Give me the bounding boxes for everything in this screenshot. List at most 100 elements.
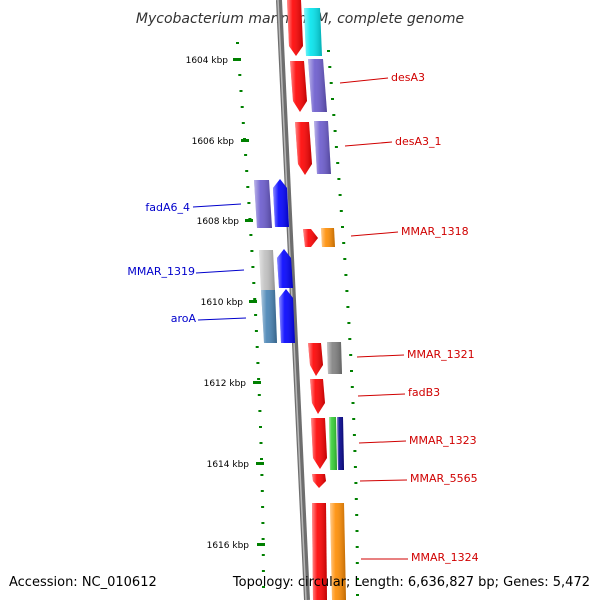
outer-ruler <box>327 50 359 596</box>
accession-text: Accession: NC_010612 <box>9 575 157 590</box>
gene-MMAR_1318-red[interactable] <box>303 229 318 247</box>
gene-MMAR_1324-red[interactable] <box>312 503 327 600</box>
topology-text: Topology: circular; Length: 6,636,827 bp… <box>232 575 590 590</box>
inner-ruler <box>236 42 265 588</box>
gene-label[interactable]: MMAR_1324 <box>411 551 479 564</box>
gene-label[interactable]: MMAR_1319 <box>127 265 195 278</box>
ruler-dot <box>343 258 347 260</box>
ruler-dot <box>236 42 239 44</box>
ruler-dot <box>355 546 359 548</box>
ruler-dot <box>257 378 261 380</box>
gene-label[interactable]: MMAR_5565 <box>410 472 478 485</box>
ruler-dot <box>328 66 332 68</box>
ruler-dot <box>255 346 259 348</box>
ruler-dot <box>342 242 346 244</box>
tick-label: 1606 kbp <box>192 137 235 147</box>
gene-desA3-red[interactable] <box>290 61 307 112</box>
ruler-dot <box>356 594 359 596</box>
ruler-dot <box>341 226 344 228</box>
ruler-dot <box>347 322 351 324</box>
forward-strand-genes <box>287 0 346 600</box>
ruler-dot <box>355 514 359 516</box>
ruler-dot <box>252 282 256 284</box>
gene-MMAR_1323-navy[interactable] <box>337 417 344 470</box>
ruler-dot <box>332 114 336 116</box>
ruler-dot <box>247 202 251 204</box>
gene-fadA6_4-purple[interactable] <box>254 180 272 228</box>
ruler-dot <box>253 298 257 300</box>
ruler-dot <box>244 154 248 156</box>
ruler-dot <box>354 482 358 484</box>
gene-MMAR_1319-lightgray[interactable] <box>259 250 275 290</box>
gene-top-red[interactable] <box>287 0 303 56</box>
ruler-dot <box>345 290 349 292</box>
gene-label[interactable]: fadB3 <box>408 386 440 399</box>
ruler-dot <box>262 586 265 588</box>
ruler-dot <box>251 266 255 268</box>
ruler-dot <box>352 434 356 436</box>
tick-label: 1614 kbp <box>207 460 250 470</box>
ruler-dot <box>350 370 353 372</box>
gene-MMAR_1321-red[interactable] <box>308 343 323 376</box>
ruler-dot <box>245 170 249 172</box>
ruler-dot <box>261 538 265 540</box>
ruler-dot <box>353 450 357 452</box>
ruler-dot <box>355 530 359 532</box>
gene-top-cyan[interactable] <box>304 8 322 56</box>
gene-label[interactable]: desA3 <box>391 71 425 84</box>
ruler-dot <box>256 362 260 364</box>
ruler-dot <box>254 314 258 316</box>
tick-mark <box>256 462 264 465</box>
ruler-dot <box>337 178 341 180</box>
tick-mark <box>249 300 257 303</box>
tick-mark <box>241 139 249 142</box>
gene-desA3-purple[interactable] <box>308 59 327 112</box>
tick-label: 1604 kbp <box>186 56 229 66</box>
gene-desA3_1-red[interactable] <box>295 122 312 175</box>
ruler-dot <box>254 330 258 332</box>
gene-MMAR_1324-orange[interactable] <box>330 503 346 600</box>
ruler-dot <box>260 458 263 460</box>
gene-fadB3-red[interactable] <box>310 379 325 414</box>
gene-fadA6_4-blue[interactable] <box>273 179 289 227</box>
ruler-dot <box>259 442 263 444</box>
gene-label[interactable]: fadA6_4 <box>145 201 190 214</box>
gene-label[interactable]: aroA <box>171 312 197 325</box>
ruler-dot <box>259 426 262 428</box>
ruler-dot <box>354 498 358 500</box>
ruler-dot <box>261 506 265 508</box>
gene-MMAR_1321-gray[interactable] <box>327 342 342 374</box>
ruler-dot <box>261 554 265 556</box>
gene-label[interactable]: MMAR_1318 <box>401 225 469 238</box>
ruler-dot <box>334 146 338 148</box>
gene-MMAR_1318-orange[interactable] <box>321 228 335 247</box>
tick-mark <box>257 543 265 546</box>
gene-label[interactable]: MMAR_1321 <box>407 348 475 361</box>
ruler-dot <box>353 466 357 468</box>
ruler-dot <box>240 106 244 108</box>
tick-label: 1610 kbp <box>201 298 244 308</box>
ruler-dot <box>352 418 356 420</box>
kbp-ticks: 1604 kbp 1606 kbp 1608 kbp 1610 kbp 1612… <box>186 56 265 551</box>
gene-label[interactable]: desA3_1 <box>395 135 442 148</box>
tick-mark <box>245 219 253 222</box>
gene-aroA-blue[interactable] <box>279 289 295 343</box>
ruler-dot <box>339 210 343 212</box>
gene-MMAR_1319-blue[interactable] <box>277 249 293 288</box>
ruler-dot <box>260 474 264 476</box>
gene-MMAR_5565-red[interactable] <box>312 474 326 488</box>
gene-MMAR_1323-green[interactable] <box>329 417 337 470</box>
gene-aroA-steelblue[interactable] <box>261 290 277 343</box>
ruler-dot <box>333 130 337 132</box>
ruler-dot <box>261 522 265 524</box>
gene-desA3_1-purple[interactable] <box>314 121 331 174</box>
gene-label[interactable]: MMAR_1323 <box>409 434 477 447</box>
tick-label: 1608 kbp <box>197 217 240 227</box>
ruler-dot <box>331 98 334 100</box>
ruler-dot <box>355 562 359 564</box>
ruler-dot <box>348 338 352 340</box>
gene-MMAR_1323-red[interactable] <box>311 418 327 469</box>
tick-mark <box>253 381 261 384</box>
